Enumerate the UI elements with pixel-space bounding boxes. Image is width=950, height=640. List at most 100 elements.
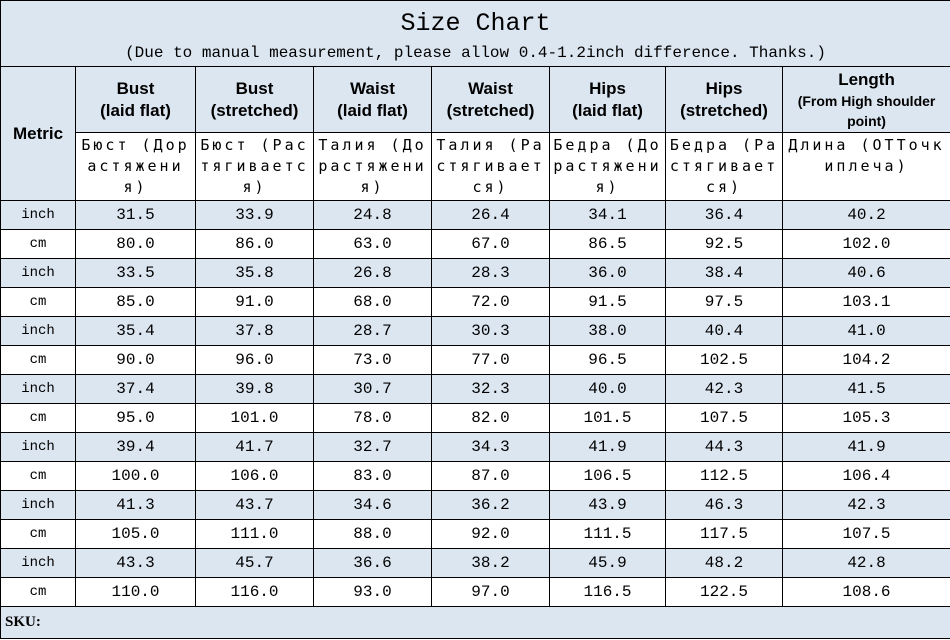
header-sub: (From High shoulder point) <box>797 92 936 129</box>
russian-label: Бюст (Дорастяжения) <box>81 135 190 196</box>
value-cell: 86.5 <box>549 229 666 259</box>
value-cell: 82.0 <box>431 403 550 433</box>
value-cell: 91.5 <box>549 287 666 317</box>
russian-cell: Талия (Растягивается) <box>431 132 550 201</box>
title-row: Size Chart (Due to manual measurement, p… <box>0 0 950 67</box>
value-cell: 90.0 <box>75 345 196 375</box>
value-cell: 39.4 <box>75 432 196 462</box>
unit-cell: cm <box>0 287 76 317</box>
header-title: Bust <box>235 78 274 98</box>
value-cell: 92.0 <box>431 519 550 549</box>
header-sub: (laid flat) <box>100 100 171 120</box>
value-cell: 33.5 <box>75 258 196 288</box>
sku-cell: SKU: <box>0 606 950 639</box>
value-cell: 104.2 <box>781 345 950 375</box>
header-cell: Bust (stretched) <box>195 66 314 133</box>
data-row: inch 41.3 43.7 34.6 36.2 43.9 46.3 42.3 <box>0 490 950 520</box>
russian-label: Длина (ОТТочкиплеча) <box>788 135 945 175</box>
value-cell: 41.9 <box>781 432 950 462</box>
value-cell: 106.0 <box>195 461 314 491</box>
value-cell: 41.7 <box>195 432 314 462</box>
value-cell: 73.0 <box>313 345 432 375</box>
value-cell: 28.3 <box>431 258 550 288</box>
data-row: cm 85.0 91.0 68.0 72.0 91.5 97.5 103.1 <box>0 287 950 317</box>
value-cell: 40.6 <box>781 258 950 288</box>
value-cell: 38.4 <box>665 258 783 288</box>
value-cell: 102.5 <box>665 345 783 375</box>
value-cell: 28.7 <box>313 316 432 346</box>
value-cell: 40.2 <box>781 200 950 230</box>
header-cell: Waist (laid flat) <box>313 66 432 133</box>
sku-row: SKU: <box>0 606 950 639</box>
value-cell: 36.6 <box>313 548 432 578</box>
russian-label: Талия (Растягивается) <box>436 135 545 196</box>
header-title: Length <box>838 69 895 89</box>
data-row: inch 37.4 39.8 30.7 32.3 40.0 42.3 41.5 <box>0 374 950 404</box>
value-cell: 107.5 <box>665 403 783 433</box>
value-cell: 31.5 <box>75 200 196 230</box>
header-sub: (laid flat) <box>572 100 643 120</box>
value-cell: 33.9 <box>195 200 314 230</box>
unit-cell: inch <box>0 490 76 520</box>
unit-cell: cm <box>0 519 76 549</box>
unit-cell: cm <box>0 345 76 375</box>
value-cell: 85.0 <box>75 287 196 317</box>
russian-label: Бедра (Дорастяжения) <box>553 135 662 196</box>
unit-cell: cm <box>0 229 76 259</box>
value-cell: 105.3 <box>781 403 950 433</box>
value-cell: 43.9 <box>549 490 666 520</box>
data-row: inch 33.5 35.8 26.8 28.3 36.0 38.4 40.6 <box>0 258 950 288</box>
unit-cell: inch <box>0 548 76 578</box>
header-cell: Bust (laid flat) <box>75 66 196 133</box>
value-cell: 95.0 <box>75 403 196 433</box>
value-cell: 41.5 <box>781 374 950 404</box>
value-cell: 97.5 <box>665 287 783 317</box>
value-cell: 26.4 <box>431 200 550 230</box>
value-cell: 38.0 <box>549 316 666 346</box>
value-cell: 34.1 <box>549 200 666 230</box>
russian-label: Бедра (Растягивается) <box>669 135 779 196</box>
unit-cell: cm <box>0 461 76 491</box>
value-cell: 37.4 <box>75 374 196 404</box>
header-cell: Hips (stretched) <box>665 66 783 133</box>
value-cell: 111.0 <box>195 519 314 549</box>
data-row: cm 110.0 116.0 93.0 97.0 116.5 122.5 108.6 <box>0 577 950 607</box>
russian-cell: Длина (ОТТочкиплеча) <box>781 132 950 201</box>
header-title: Hips <box>589 78 626 98</box>
header-sub: (stretched) <box>210 100 299 120</box>
unit-cell: inch <box>0 316 76 346</box>
header-title: Metric <box>12 123 64 143</box>
value-cell: 97.0 <box>431 577 550 607</box>
value-cell: 116.0 <box>195 577 314 607</box>
data-row: inch 39.4 41.7 32.7 34.3 41.9 44.3 41.9 <box>0 432 950 462</box>
value-cell: 96.0 <box>195 345 314 375</box>
title: Size Chart <box>400 9 551 38</box>
value-cell: 80.0 <box>75 229 196 259</box>
value-cell: 42.8 <box>781 548 950 578</box>
russian-cell: Талия (Дорастяжения) <box>313 132 432 201</box>
header-sub: (laid flat) <box>337 100 408 120</box>
value-cell: 122.5 <box>665 577 783 607</box>
value-cell: 48.2 <box>665 548 783 578</box>
header-cell: Metric <box>0 66 76 201</box>
russian-cell: Бедра (Растягивается) <box>665 132 783 201</box>
value-cell: 41.0 <box>781 316 950 346</box>
data-row: inch 43.3 45.7 36.6 38.2 45.9 48.2 42.8 <box>0 548 950 578</box>
value-cell: 42.3 <box>781 490 950 520</box>
header-title: Bust <box>116 78 155 98</box>
value-cell: 106.5 <box>549 461 666 491</box>
value-cell: 86.0 <box>195 229 314 259</box>
value-cell: 43.3 <box>75 548 196 578</box>
value-cell: 40.4 <box>665 316 783 346</box>
value-cell: 78.0 <box>313 403 432 433</box>
value-cell: 112.5 <box>665 461 783 491</box>
value-cell: 32.7 <box>313 432 432 462</box>
value-cell: 91.0 <box>195 287 314 317</box>
value-cell: 44.3 <box>665 432 783 462</box>
russian-cell: Бюст (Дорастяжения) <box>75 132 196 201</box>
value-cell: 101.0 <box>195 403 314 433</box>
value-cell: 32.3 <box>431 374 550 404</box>
header-sub: (stretched) <box>680 100 768 120</box>
title-cell: Size Chart (Due to manual measurement, p… <box>0 0 950 67</box>
unit-cell: cm <box>0 577 76 607</box>
